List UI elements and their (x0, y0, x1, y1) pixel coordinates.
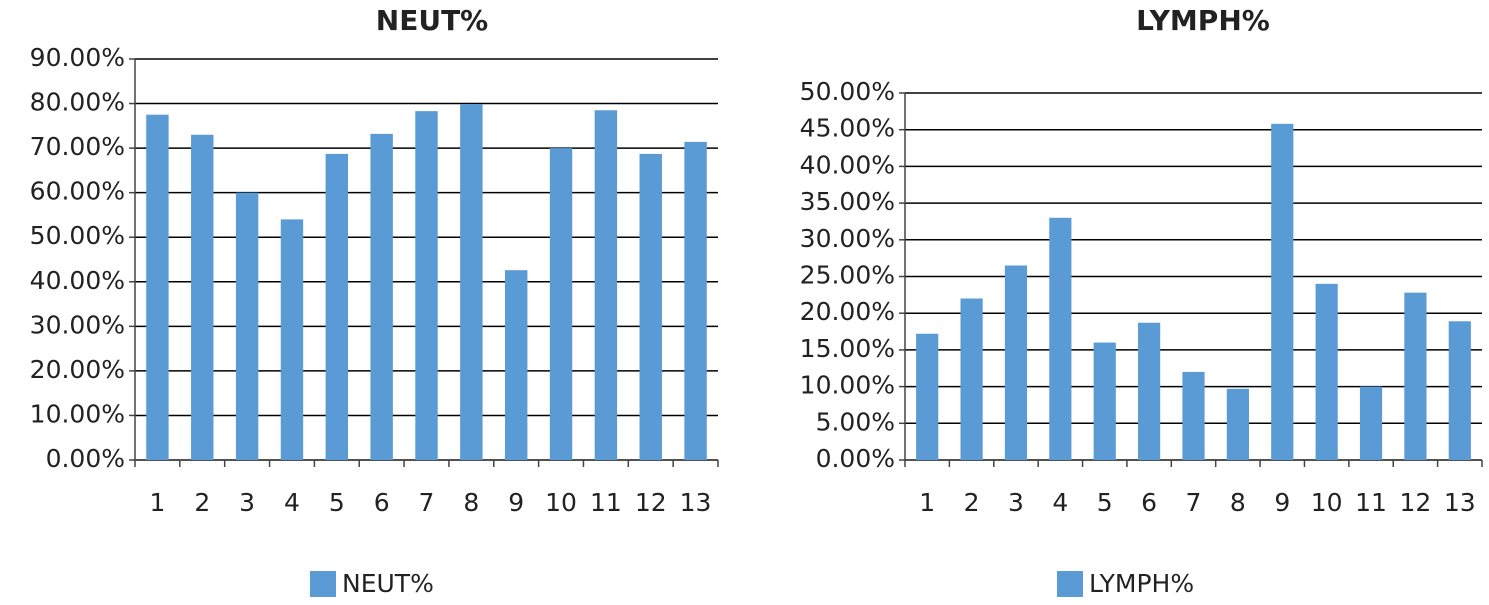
x-tick-label: 11 (590, 488, 622, 517)
x-tick-label: 10 (545, 488, 577, 517)
y-tick-label: 45.00% (800, 114, 895, 143)
bar (916, 333, 939, 460)
bar (1093, 342, 1116, 460)
y-tick-label: 70.00% (30, 132, 125, 161)
bar (594, 110, 618, 460)
y-tick-label: 80.00% (30, 88, 125, 117)
x-tick-label: 4 (284, 488, 300, 517)
bar (1271, 123, 1294, 460)
x-tick-label: 3 (1008, 488, 1024, 517)
y-tick-label: 40.00% (800, 150, 895, 179)
x-tick-label: 10 (1311, 488, 1343, 517)
y-tick-label: 25.00% (800, 261, 895, 290)
y-tick-label: 90.00% (30, 43, 125, 72)
bar (1049, 217, 1072, 460)
bar (504, 270, 528, 460)
y-tick-label: 0.00% (46, 444, 125, 473)
x-tick-label: 1 (919, 488, 935, 517)
y-tick-label: 30.00% (800, 224, 895, 253)
bar (460, 104, 483, 461)
y-tick-label: 40.00% (30, 266, 125, 295)
x-tick-label: 2 (194, 488, 210, 517)
y-tick-label: 60.00% (30, 177, 125, 206)
x-tick-label: 2 (964, 488, 980, 517)
x-tick-label: 5 (1097, 488, 1113, 517)
x-tick-label: 7 (1186, 488, 1202, 517)
legend-swatch (310, 571, 336, 597)
x-tick-label: 9 (1274, 488, 1290, 517)
bar (1315, 283, 1338, 460)
x-tick-label: 6 (374, 488, 390, 517)
x-tick-label: 9 (508, 488, 524, 517)
bar (146, 114, 169, 460)
x-tick-label: 12 (1400, 488, 1432, 517)
legend-label: LYMPH% (1089, 569, 1194, 598)
bar (1448, 321, 1471, 460)
chart-title: LYMPH% (1136, 4, 1270, 37)
y-tick-label: 20.00% (30, 355, 125, 384)
bar (1404, 292, 1427, 460)
bar (549, 148, 573, 460)
bar (960, 298, 983, 460)
bar (1182, 371, 1205, 460)
bar (415, 111, 438, 460)
y-tick-label: 50.00% (30, 221, 125, 250)
x-tick-label: 3 (239, 488, 255, 517)
legend-label: NEUT% (342, 569, 434, 598)
x-tick-label: 7 (419, 488, 435, 517)
y-tick-label: 10.00% (800, 371, 895, 400)
bar (280, 219, 304, 460)
x-tick-label: 13 (1444, 488, 1476, 517)
bar (1004, 265, 1028, 460)
bar (1138, 322, 1161, 460)
x-tick-label: 8 (1230, 488, 1246, 517)
x-tick-label: 4 (1052, 488, 1068, 517)
x-tick-label: 6 (1141, 488, 1157, 517)
x-tick-label: 8 (463, 488, 479, 517)
x-tick-label: 11 (1355, 488, 1387, 517)
y-tick-label: 20.00% (800, 297, 895, 326)
bar (1359, 386, 1383, 460)
bar (235, 192, 259, 460)
x-tick-label: 13 (680, 488, 712, 517)
bar (1226, 388, 1249, 460)
bar (639, 153, 662, 461)
y-tick-label: 0.00% (816, 444, 895, 473)
y-tick-label: 15.00% (800, 334, 895, 363)
x-tick-label: 1 (149, 488, 165, 517)
y-tick-label: 35.00% (800, 187, 895, 216)
legend-swatch (1057, 571, 1083, 597)
y-tick-label: 50.00% (800, 77, 895, 106)
chart-title: NEUT% (376, 4, 488, 37)
bar (191, 134, 214, 460)
x-tick-label: 12 (635, 488, 667, 517)
y-tick-label: 10.00% (30, 399, 125, 428)
y-tick-label: 30.00% (30, 310, 125, 339)
bar (325, 153, 349, 461)
y-tick-label: 5.00% (816, 407, 895, 436)
bar (684, 141, 707, 460)
x-tick-label: 5 (329, 488, 345, 517)
bar (370, 133, 393, 460)
